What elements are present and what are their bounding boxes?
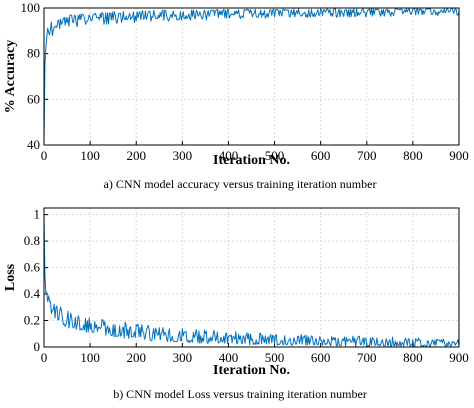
loss-y-tick-label: 0.6 <box>24 260 41 275</box>
loss-x-tick-label: 500 <box>265 350 285 365</box>
loss-series-line <box>43 214 460 348</box>
loss-y-tick-label: 1 <box>34 207 41 222</box>
accuracy-x-tick-label: 700 <box>357 148 377 163</box>
accuracy-series-line <box>43 7 460 146</box>
loss-y-axis-label: Loss <box>3 263 18 291</box>
loss-y-tick-label: 0.2 <box>24 313 40 328</box>
loss-x-tick-label: 600 <box>311 350 331 365</box>
accuracy-grid <box>44 8 459 145</box>
accuracy-y-tick-label: 100 <box>21 0 41 15</box>
accuracy-y-tick-label: 60 <box>27 91 40 106</box>
accuracy-y-axis-label: % Accuracy <box>3 40 18 113</box>
accuracy-x-tick-label: 0 <box>41 148 48 163</box>
accuracy-x-tick-label: 600 <box>311 148 331 163</box>
loss-x-tick-label: 200 <box>126 350 146 365</box>
accuracy-caption: a) CNN model accuracy versus training it… <box>104 177 377 191</box>
loss-x-tick-label: 400 <box>219 350 239 365</box>
loss-x-tick-label: 700 <box>357 350 377 365</box>
accuracy-chart: 0 100 200 300 400 500 600 700 800 900 40 60 80 100 I… <box>3 0 469 191</box>
loss-x-axis-label: Iteration No. <box>213 363 290 378</box>
loss-x-tick-label: 900 <box>449 350 469 365</box>
loss-x-tick-label: 100 <box>80 350 100 365</box>
accuracy-x-ticks: 0 100 200 300 400 500 600 700 800 900 <box>41 141 469 163</box>
accuracy-x-tick-label: 500 <box>265 148 285 163</box>
loss-y-tick-label: 0.8 <box>24 233 40 248</box>
accuracy-x-tick-label: 400 <box>219 148 239 163</box>
loss-x-tick-label: 800 <box>403 350 423 365</box>
accuracy-x-tick-label: 100 <box>80 148 100 163</box>
loss-x-ticks: 0 100 200 300 400 500 600 700 800 900 <box>41 343 469 365</box>
loss-x-tick-label: 0 <box>41 350 48 365</box>
accuracy-y-tick-label: 40 <box>27 137 40 152</box>
accuracy-x-tick-label: 300 <box>173 148 193 163</box>
accuracy-x-tick-label: 200 <box>126 148 146 163</box>
loss-y-tick-label: 0.4 <box>24 286 41 301</box>
loss-x-tick-label: 300 <box>173 350 193 365</box>
accuracy-x-tick-label: 800 <box>403 148 423 163</box>
loss-grid <box>44 208 459 347</box>
loss-caption: b) CNN model Loss versus training iterat… <box>113 387 367 401</box>
loss-y-tick-label: 0 <box>34 339 41 354</box>
accuracy-x-axis-label: Iteration No. <box>213 153 290 168</box>
loss-plot-frame <box>43 207 460 348</box>
accuracy-x-tick-label: 900 <box>449 148 469 163</box>
accuracy-y-tick-label: 80 <box>27 46 40 61</box>
loss-chart: 0 100 200 300 400 500 600 700 800 900 0 0.2 0.4 0.6 0… <box>3 207 469 401</box>
accuracy-plot-frame <box>43 7 460 146</box>
